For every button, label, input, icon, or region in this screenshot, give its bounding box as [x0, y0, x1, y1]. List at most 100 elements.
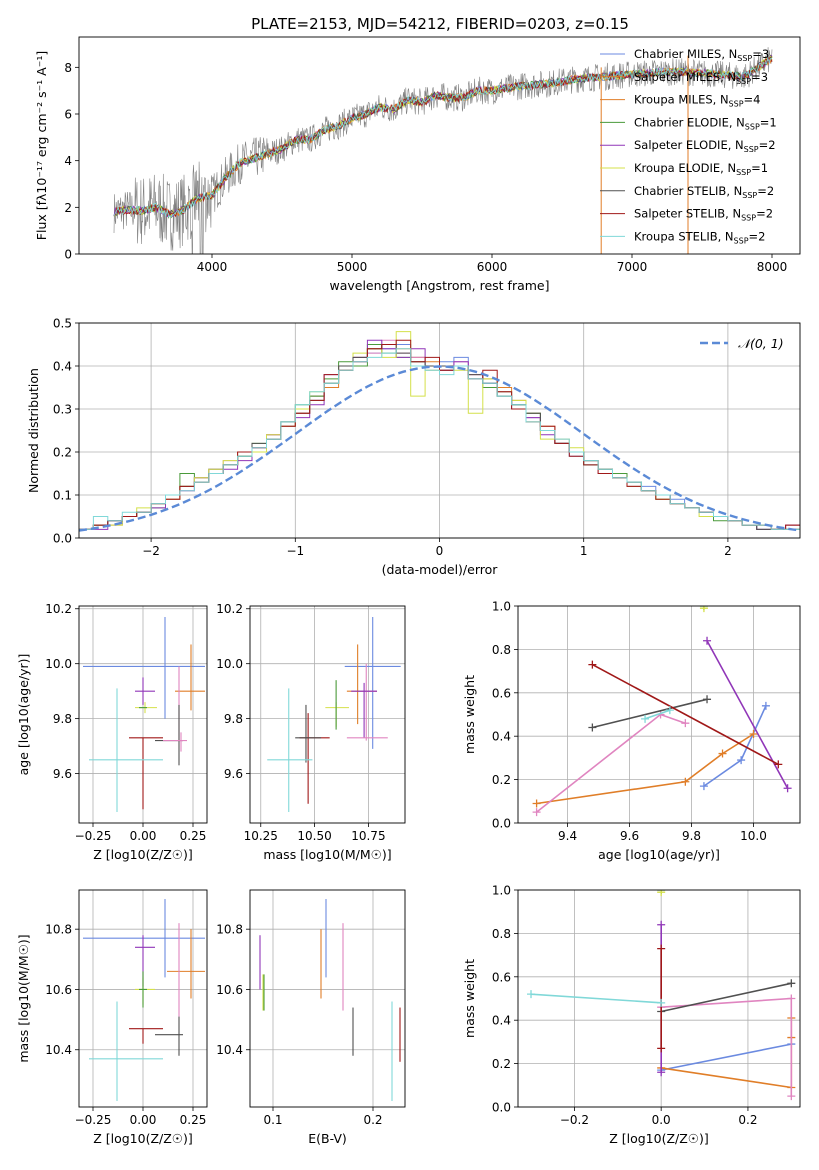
- x-tick-label: 10.50: [297, 829, 331, 843]
- y-axis-label: mass weight: [462, 959, 477, 1038]
- series-marker: [774, 760, 783, 769]
- y-tick-label: 0.0: [492, 1101, 511, 1115]
- series-marker: [657, 920, 666, 929]
- x-tick-label: 4000: [197, 260, 228, 274]
- series-marker: [657, 998, 666, 1007]
- x-tick-label: 0.00: [130, 829, 157, 843]
- error-bar-point: [83, 616, 205, 719]
- ticks: 9.4 9.6 9.8 10.0 0.0 0.2 0.4 0.6 0.8 1.0: [492, 600, 767, 844]
- panel-0: 4000 5000 6000 7000 8000 0 2 4 6 8 wavelength [Ang…: [34, 36, 801, 293]
- y-tick-label: 0.4: [492, 1014, 511, 1028]
- x-tick-label: −0.25: [75, 1113, 112, 1127]
- x-axis-label: Z [log10(Z/Z☉)]: [609, 1131, 709, 1146]
- series-marker: [681, 719, 690, 728]
- x-tick-label: 2: [724, 544, 732, 558]
- grid: [250, 606, 405, 823]
- series-line: [661, 982, 792, 1013]
- series-marker: [681, 777, 690, 786]
- y-tick-label: 0.4: [492, 730, 511, 744]
- panel-1: −2 −1 0 1 2 0.0 0.1 0.2 0.3 0.4 0.5 (data-model)/er…: [26, 317, 801, 577]
- x-tick-label: −1: [286, 544, 304, 558]
- series-marker: [749, 730, 758, 739]
- x-tick-label: 5000: [337, 260, 368, 274]
- panel-2: −0.25 0.00 0.25 9.6 9.8 10.0 10.2 Z [log10(Z/Z☉…: [16, 602, 208, 862]
- panel-4: 9.4 9.6 9.8 10.0 0.0 0.2 0.4 0.6 0.8 1.0 age [log1…: [462, 600, 801, 862]
- mass-weight-series: [641, 706, 674, 723]
- legend-label: Chabrier ELODIE, NSSP=1: [634, 115, 777, 131]
- x-tick-label: 9.8: [682, 829, 701, 843]
- ticks: 0.1 0.2 10.4 10.6 10.8: [216, 923, 382, 1127]
- series-marker: [527, 990, 536, 999]
- y-tick-label: 10.6: [45, 983, 72, 997]
- legend-label: 𝒩(0, 1): [738, 336, 784, 351]
- plot-area: [113, 47, 773, 254]
- y-axis-label: Normed distribution: [26, 368, 41, 493]
- y-tick-label: 0.6: [492, 970, 511, 984]
- y-tick-label: 10.0: [216, 657, 243, 671]
- axes-frame: [78, 889, 208, 1108]
- y-tick-label: 10.6: [216, 983, 243, 997]
- error-bar-point: [351, 682, 378, 738]
- y-tick-label: 10.2: [45, 602, 72, 616]
- error-bar-point: [139, 971, 147, 1008]
- y-tick-label: 0.1: [53, 489, 72, 503]
- panel-7: −0.2 0.0 0.2 0.0 0.2 0.4 0.6 0.8 1.0 Z [log10(Z/Z…: [462, 884, 801, 1146]
- legend-label: Salpeter ELODIE, NSSP=2: [634, 138, 776, 154]
- model-spectrum: [113, 57, 773, 218]
- x-axis-label: wavelength [Angstrom, rest frame]: [329, 278, 549, 293]
- series-marker: [703, 636, 712, 645]
- y-tick-label: 0.8: [492, 927, 511, 941]
- x-tick-label: 9.6: [620, 829, 639, 843]
- series-marker: [699, 782, 708, 791]
- mass-weight-series: [527, 990, 666, 1007]
- error-bar-point: [129, 737, 163, 810]
- model-spectrum: [113, 57, 773, 218]
- panel-3: 10.25 10.50 10.75 9.6 9.8 10.0 10.2 mass [log10…: [216, 602, 406, 862]
- gaussian-curve: [79, 365, 800, 532]
- x-tick-label: 10.75: [351, 829, 385, 843]
- error-bar-point: [267, 688, 313, 813]
- plot-area: [83, 616, 205, 813]
- y-axis-label: mass weight: [462, 675, 477, 754]
- x-tick-label: 0.25: [180, 829, 207, 843]
- error-bar-point: [89, 1001, 163, 1101]
- series-marker: [657, 1044, 666, 1053]
- axes-frame: [78, 605, 208, 824]
- x-axis-label: E(B-V): [308, 1131, 347, 1146]
- legend: Chabrier MILES, NSSP=3 Salpeter MILES, NS…: [600, 47, 777, 245]
- error-bar-point: [83, 899, 205, 978]
- series-marker: [699, 606, 708, 613]
- ticks: −0.25 0.00 0.25 10.4 10.6 10.8: [45, 923, 206, 1127]
- ticks: −0.2 0.0 0.2 0.0 0.2 0.4 0.6 0.8 1.0: [492, 884, 758, 1128]
- y-tick-label: 0.0: [53, 532, 72, 546]
- mass-weight-series: [657, 944, 666, 1053]
- y-tick-label: 0.2: [492, 1057, 511, 1071]
- x-tick-label: 0.0: [652, 1113, 671, 1127]
- axes-frame: [78, 322, 801, 539]
- x-axis-label: mass [log10(M/M☉)]: [263, 847, 391, 862]
- series-line: [536, 733, 754, 805]
- series-marker: [657, 1068, 666, 1077]
- y-tick-label: 0.5: [53, 317, 72, 331]
- mass-weight-series: [657, 890, 666, 897]
- plot-area: [267, 616, 401, 813]
- mass-weight-series: [588, 695, 712, 732]
- series-marker: [787, 979, 796, 988]
- y-tick-label: 8: [64, 61, 72, 75]
- y-tick-label: 2: [64, 201, 72, 215]
- series-marker: [657, 890, 666, 897]
- y-tick-label: 0.3: [53, 403, 72, 417]
- x-tick-label: 0.2: [363, 1113, 382, 1127]
- series-marker: [665, 706, 674, 715]
- error-bar-point: [135, 677, 155, 705]
- error-bar-point: [155, 1016, 183, 1056]
- legend-label: Chabrier MILES, NSSP=3: [634, 47, 769, 63]
- series-marker: [718, 749, 727, 758]
- x-tick-label: 10.0: [740, 829, 767, 843]
- axes-frame: [517, 889, 801, 1108]
- mass-weight-series: [699, 606, 708, 613]
- error-bar-point: [129, 1028, 163, 1044]
- x-tick-label: 8000: [757, 260, 788, 274]
- y-tick-label: 6: [64, 108, 72, 122]
- y-tick-label: 0.0: [492, 817, 511, 831]
